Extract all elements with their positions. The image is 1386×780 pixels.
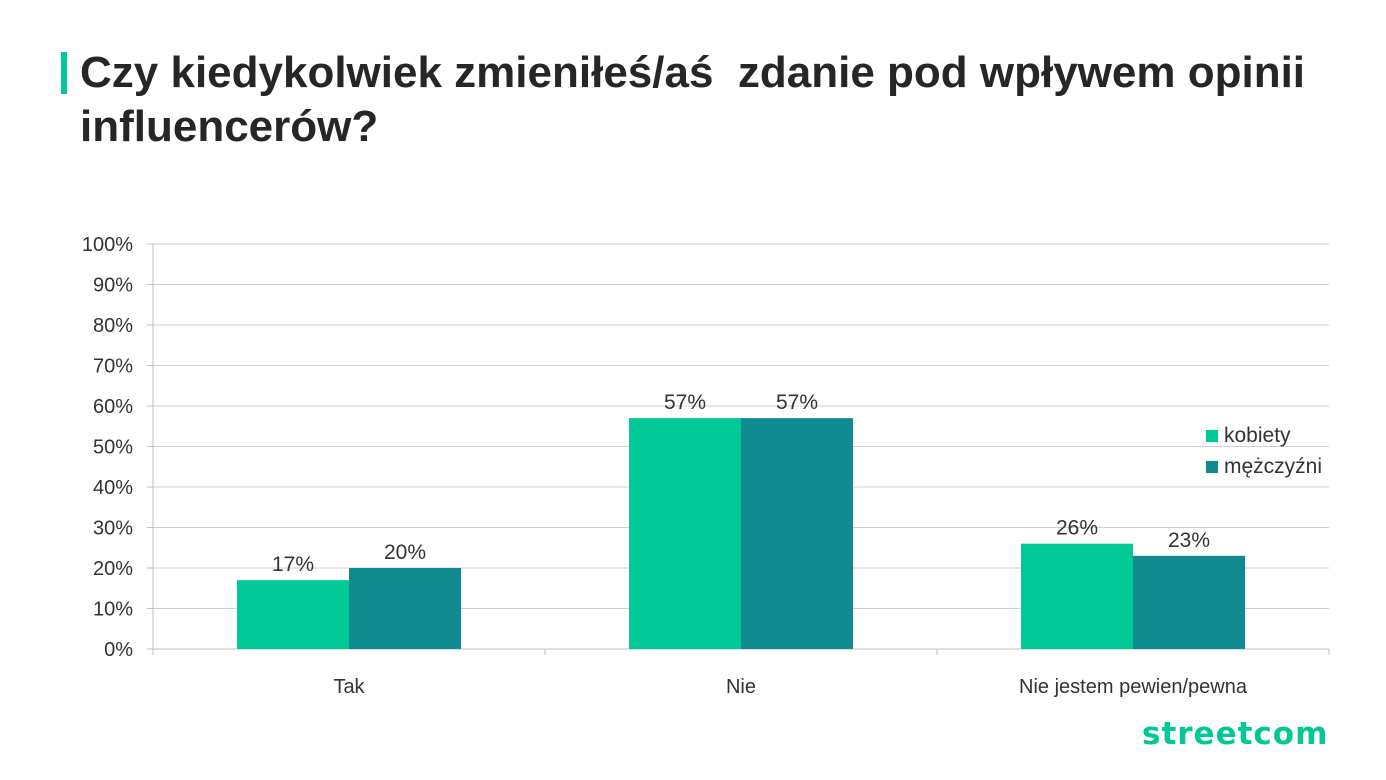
y-tick-label: 90% [93, 275, 133, 297]
legend-swatch-kobiety [1206, 429, 1218, 442]
y-tick-label: 70% [93, 356, 133, 378]
legend-swatch-mezczyzni [1206, 460, 1218, 473]
bar-kobiety [1021, 543, 1133, 649]
y-tick-label: 80% [93, 315, 133, 337]
bar-mezczyzni [741, 418, 853, 649]
title-accent-bar [61, 52, 67, 94]
page-title: Czy kiedykolwiek zmieniłeś/aś zdanie pod… [80, 48, 1318, 151]
y-tick-label: 10% [93, 599, 133, 621]
legend-label-mezczyzni: mężczyźni [1224, 454, 1323, 478]
bar-mezczyzni [1133, 555, 1245, 649]
legend-item-mezczyzni: mężczyźni [1206, 451, 1322, 482]
data-label: 57% [776, 391, 818, 414]
x-category-label: Tak [333, 676, 365, 698]
bar-kobiety [237, 580, 349, 649]
bar-mezczyzni [349, 568, 461, 649]
y-tick-label: 20% [93, 558, 133, 580]
data-label: 57% [664, 391, 706, 414]
y-tick-label: 60% [93, 396, 133, 418]
streetcom-logo: streetcom [1142, 716, 1329, 752]
data-label: 17% [272, 553, 314, 576]
y-tick-label: 100% [82, 234, 133, 256]
data-label: 23% [1168, 529, 1210, 552]
y-tick-label: 50% [93, 437, 133, 459]
legend-item-kobiety: kobiety [1206, 420, 1322, 451]
y-tick-label: 30% [93, 518, 133, 540]
data-label: 26% [1056, 517, 1098, 540]
y-tick-label: 40% [93, 477, 133, 499]
bar-kobiety [629, 418, 741, 649]
x-category-label: Nie [726, 676, 756, 698]
x-category-label: Nie jestem pewien/pewna [1019, 676, 1248, 698]
data-label: 20% [384, 541, 426, 564]
legend-label-kobiety: kobiety [1224, 423, 1291, 447]
legend: kobiety mężczyźni [1206, 420, 1322, 482]
y-tick-label: 0% [104, 639, 133, 661]
